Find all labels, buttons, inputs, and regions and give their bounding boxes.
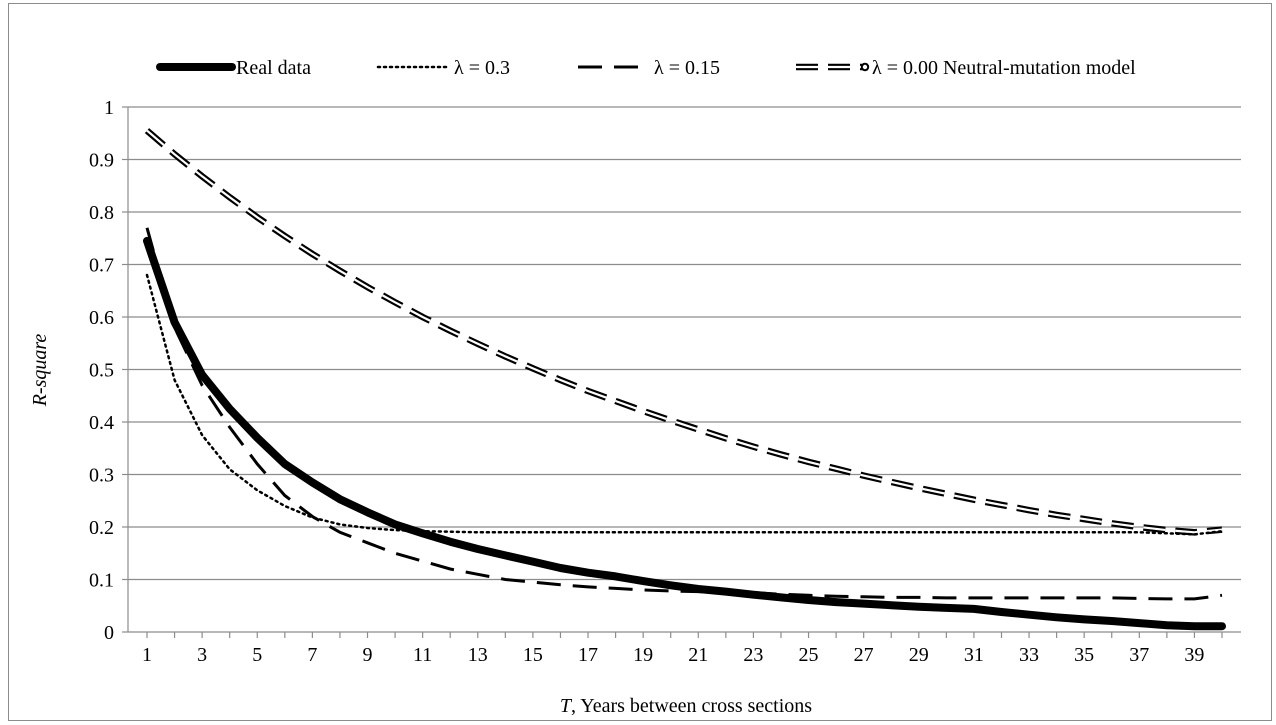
y-tick-label: 1 [104, 97, 114, 119]
x-tick-label: 3 [197, 644, 207, 666]
x-tick-label: 15 [523, 644, 543, 666]
y-tick-label: 0.1 [89, 570, 114, 592]
series-3 [144, 128, 1223, 536]
x-tick-label: 13 [468, 644, 488, 666]
chart-frame [8, 3, 1272, 721]
x-tick-label: 25 [799, 644, 819, 666]
legend-item: Real data [156, 57, 311, 79]
x-tick-label: 9 [363, 644, 373, 666]
x-tick-label: 31 [964, 644, 984, 666]
x-tick-label: 23 [743, 644, 763, 666]
y-tick-label: 0.7 [89, 255, 114, 277]
y-axis-title: R-square [29, 334, 51, 408]
series-1 [145, 273, 1224, 536]
series-2 [145, 227, 1223, 601]
legend-label: λ = 0.15 [654, 57, 720, 79]
series-lines [143, 128, 1226, 631]
series-line [145, 227, 1223, 601]
x-tick-label: 5 [252, 644, 262, 666]
x-tick-label: 39 [1184, 644, 1204, 666]
y-tick-label: 0.5 [89, 360, 114, 382]
y-tick-label: 0.4 [89, 412, 114, 434]
x-tick-label: 11 [413, 644, 432, 666]
x-tick-label: 33 [1019, 644, 1039, 666]
y-tick-labels: 0 0.1 0.2 0.3 0.4 0.5 0.6 0.7 0.8 0.9 1 [89, 97, 114, 644]
x-tick-label: 17 [578, 644, 598, 666]
series-line [146, 129, 1223, 534]
series-0 [143, 236, 1226, 631]
series-line [143, 236, 1226, 631]
legend-item: λ = 0.3 [376, 57, 510, 79]
legend-marker [860, 62, 870, 72]
gridlines [128, 106, 1241, 581]
x-tick-label: 35 [1074, 644, 1094, 666]
y-tick-label: 0.2 [89, 517, 114, 539]
x-axis-title: T, Years between cross sections [560, 695, 812, 717]
x-tick-labels: 1 3 5 7 9 11 13 15 17 19 21 23 25 27 29 31 33 35 37 39 [142, 644, 1204, 666]
legend-label: λ = 0.3 [454, 57, 510, 79]
y-tick-label: 0.8 [89, 202, 114, 224]
legend-label: λ = 0.00 Neutral-mutation model [872, 57, 1136, 79]
axes [122, 106, 1241, 638]
x-tick-label: 37 [1129, 644, 1149, 666]
y-tick-label: 0 [104, 622, 114, 644]
y-tick-label: 0.6 [89, 307, 114, 329]
series-line [145, 273, 1224, 536]
y-tick-label: 0.3 [89, 465, 114, 487]
y-tick-label: 0.9 [89, 150, 114, 172]
x-tick-label: 19 [633, 644, 653, 666]
x-tick-label: 1 [142, 644, 152, 666]
legend-label: Real data [236, 57, 311, 79]
legend: Real data λ = 0.3 λ = 0.15 λ = 0.00 Neutral… [156, 57, 1136, 79]
series-line [144, 128, 1223, 536]
x-tick-label: 27 [854, 644, 874, 666]
x-tick-label: 21 [688, 644, 708, 666]
x-tick-label: 29 [909, 644, 929, 666]
x-tick-label: 7 [307, 644, 317, 666]
legend-item: λ = 0.15 [578, 57, 720, 79]
legend-item: λ = 0.00 Neutral-mutation model [796, 57, 1136, 79]
